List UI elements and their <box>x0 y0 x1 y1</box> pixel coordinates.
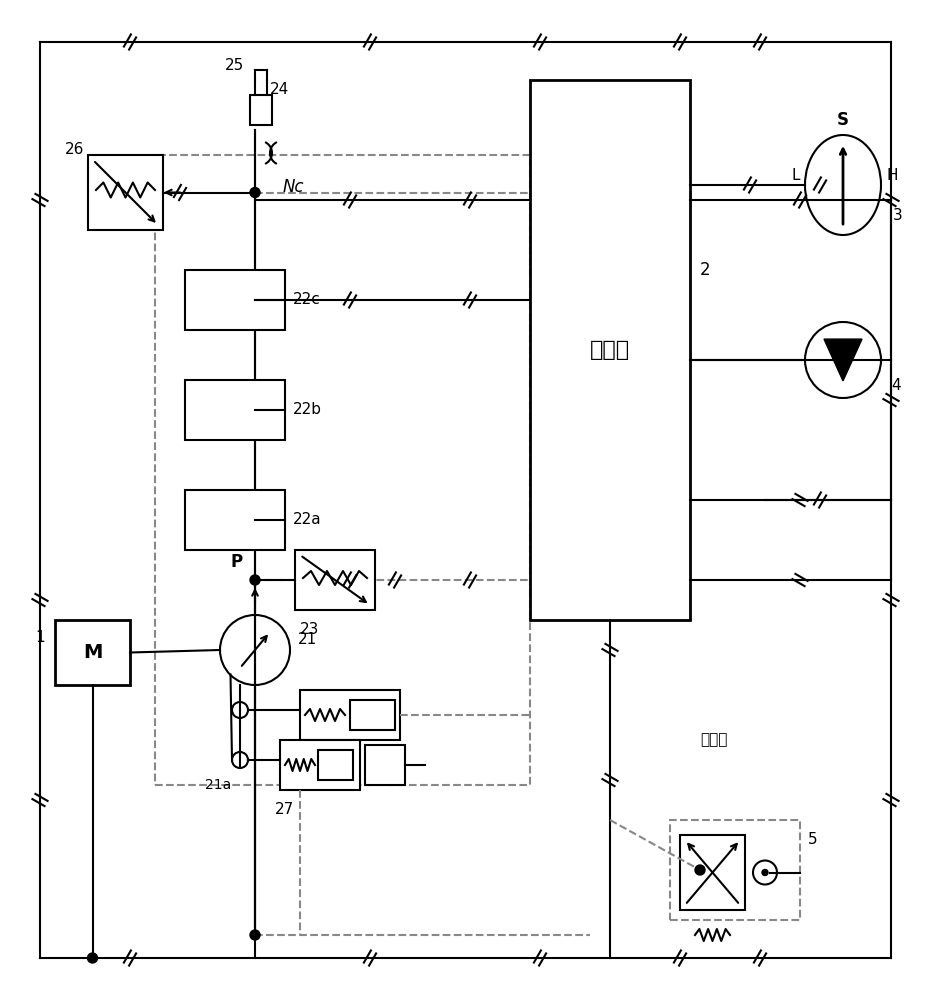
Text: 4: 4 <box>891 377 900 392</box>
Bar <box>530 80 690 620</box>
Circle shape <box>250 188 260 198</box>
Bar <box>680 835 745 910</box>
Bar <box>300 690 400 740</box>
Polygon shape <box>824 339 862 381</box>
Bar <box>55 620 130 685</box>
Text: P: P <box>230 553 242 571</box>
Circle shape <box>250 575 260 585</box>
Bar <box>88 155 163 230</box>
Text: 2: 2 <box>700 261 710 279</box>
Bar <box>185 380 285 440</box>
Text: 26: 26 <box>65 142 85 157</box>
Circle shape <box>250 930 260 940</box>
Bar <box>185 490 285 550</box>
Circle shape <box>88 953 98 963</box>
Bar <box>295 550 375 610</box>
Bar <box>365 745 405 785</box>
Text: 21: 21 <box>298 633 317 648</box>
Text: H: H <box>886 167 897 182</box>
Circle shape <box>695 865 705 875</box>
Text: M: M <box>83 643 102 662</box>
Text: 22c: 22c <box>293 292 321 308</box>
Text: 3: 3 <box>893 208 903 223</box>
Bar <box>280 740 360 790</box>
Text: 1: 1 <box>35 630 45 645</box>
Text: 22a: 22a <box>293 512 321 528</box>
Text: 22b: 22b <box>293 402 322 418</box>
Bar <box>155 155 530 785</box>
Bar <box>318 750 353 780</box>
Bar <box>670 820 800 920</box>
Bar <box>350 700 395 730</box>
Text: 27: 27 <box>275 802 294 818</box>
Text: S: S <box>837 111 849 129</box>
Text: 5: 5 <box>808 832 817 848</box>
Text: 24: 24 <box>270 83 290 98</box>
Text: 23: 23 <box>300 622 319 638</box>
Text: Nc: Nc <box>283 178 304 196</box>
Text: 21a: 21a <box>205 778 231 792</box>
Text: 控制器: 控制器 <box>590 340 630 360</box>
Text: L: L <box>791 167 800 182</box>
Text: 泵电流: 泵电流 <box>700 732 727 748</box>
Bar <box>185 270 285 330</box>
Circle shape <box>762 869 768 876</box>
Bar <box>250 95 272 125</box>
Text: 25: 25 <box>225 57 244 73</box>
